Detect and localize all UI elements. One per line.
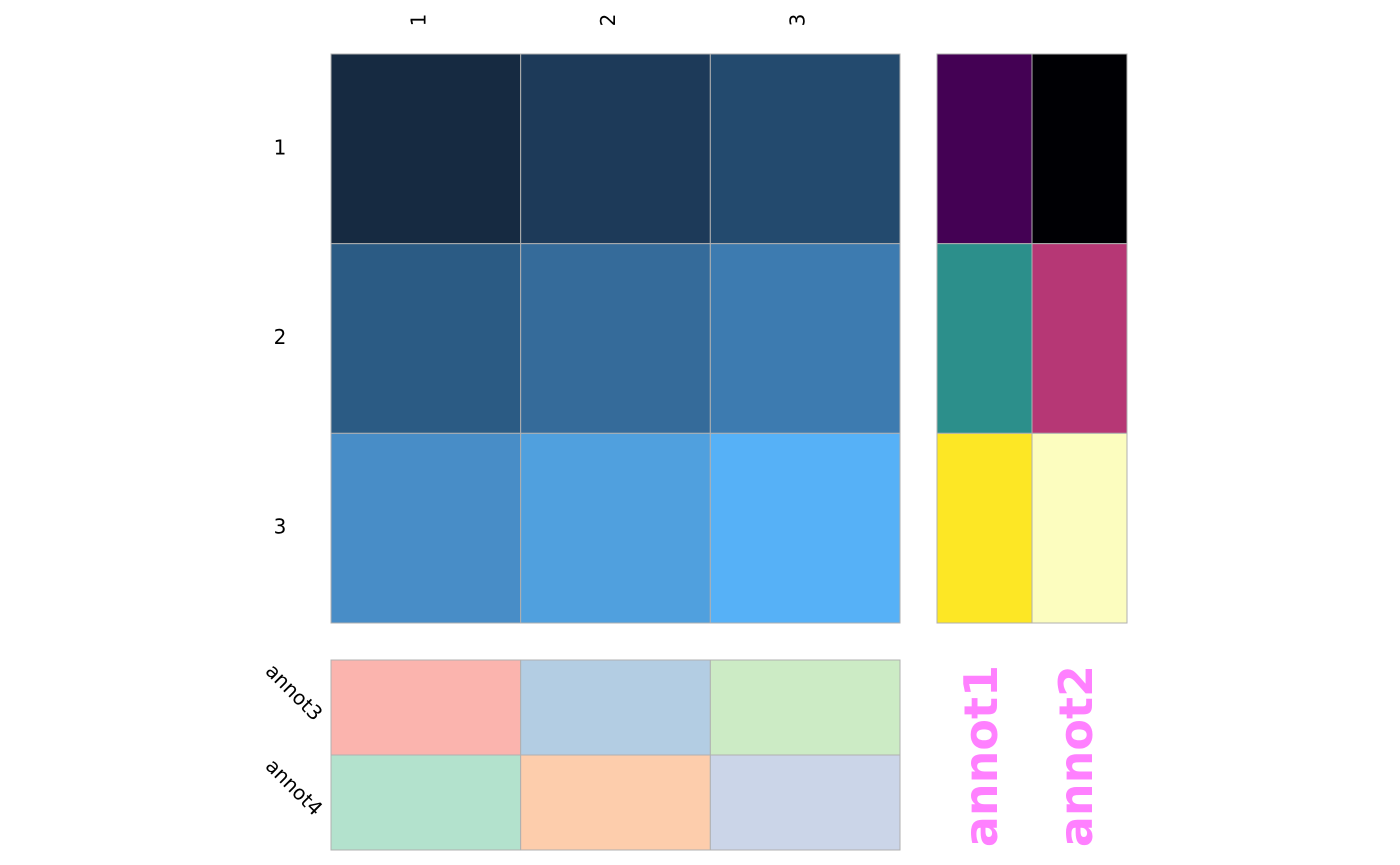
row-annotation-cell bbox=[1031, 243, 1128, 434]
heatmap-cell bbox=[330, 53, 522, 245]
heatmap-cell bbox=[330, 432, 522, 624]
row-annotation-cell bbox=[936, 432, 1033, 624]
row-annotation-cell bbox=[936, 243, 1033, 434]
column-label: 1 bbox=[406, 14, 430, 27]
row-label: 1 bbox=[274, 135, 287, 159]
heatmap-cell bbox=[709, 243, 901, 434]
column-annotation-cell bbox=[330, 754, 522, 851]
row-label: 2 bbox=[274, 325, 287, 349]
row-annotation-label: annot2 bbox=[1049, 665, 1103, 847]
heatmap-cell bbox=[520, 243, 711, 434]
column-annotation-cell bbox=[709, 659, 901, 756]
heatmap-cell bbox=[330, 243, 522, 434]
column-annotation-cells bbox=[330, 659, 901, 851]
column-annotation-cell bbox=[520, 659, 711, 756]
heatmap-cells bbox=[330, 53, 901, 624]
column-annotation-label: annot3 bbox=[261, 659, 328, 726]
column-label: 3 bbox=[786, 14, 810, 27]
row-annotation-cell bbox=[1031, 53, 1128, 245]
heatmap-cell bbox=[709, 53, 901, 245]
column-annotation-cell bbox=[709, 754, 901, 851]
row-annotation-label: annot1 bbox=[954, 665, 1008, 847]
row-annotation-cell bbox=[1031, 432, 1128, 624]
heatmap-cell bbox=[520, 53, 711, 245]
heatmap-cell bbox=[520, 432, 711, 624]
column-annotation-cell bbox=[330, 659, 522, 756]
column-label: 2 bbox=[596, 14, 620, 27]
column-annotation-cell bbox=[520, 754, 711, 851]
heatmap-cell bbox=[709, 432, 901, 624]
row-label: 3 bbox=[274, 515, 287, 539]
row-annotation-cell bbox=[936, 53, 1033, 245]
row-annotation-cells bbox=[936, 53, 1128, 624]
column-annotation-label: annot4 bbox=[261, 754, 328, 821]
